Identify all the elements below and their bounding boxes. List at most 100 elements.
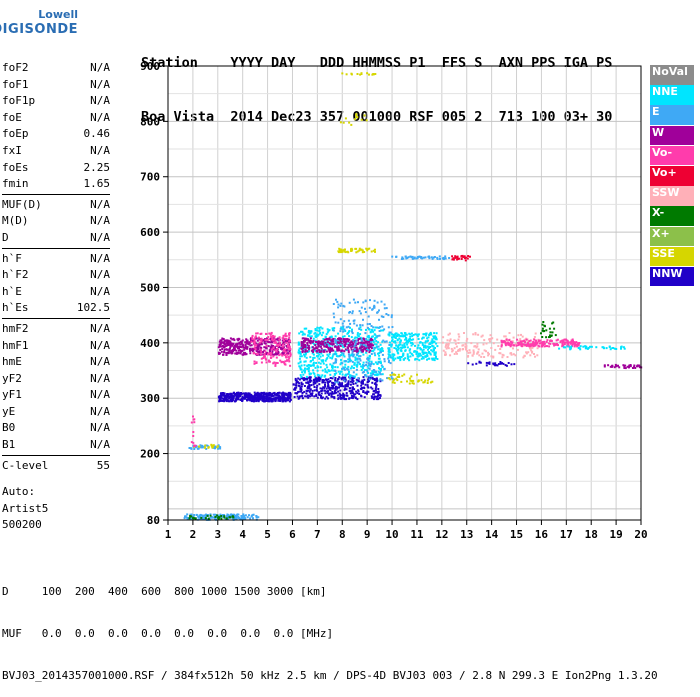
echo-point xyxy=(289,391,292,394)
echo-point xyxy=(225,517,228,520)
echo-point xyxy=(360,365,363,368)
auto-version: 500200 xyxy=(2,518,42,531)
echo-point xyxy=(264,353,267,355)
echo-point xyxy=(258,392,261,395)
echo-point xyxy=(365,328,367,331)
echo-point xyxy=(259,348,262,351)
echo-point xyxy=(275,393,278,396)
echo-point xyxy=(252,400,255,403)
echo-point xyxy=(609,365,612,368)
echo-point xyxy=(378,367,380,370)
echo-point xyxy=(266,399,269,402)
echo-point xyxy=(400,380,403,383)
echo-point xyxy=(478,354,481,357)
echo-point xyxy=(357,355,360,358)
echo-point xyxy=(392,355,395,358)
echo-point xyxy=(366,249,369,252)
echo-point xyxy=(373,379,376,382)
echo-point xyxy=(312,361,315,364)
echo-point xyxy=(488,361,491,364)
echo-point xyxy=(359,73,362,76)
echo-point xyxy=(346,385,349,388)
x-tick-label: 3 xyxy=(214,528,221,541)
echo-point xyxy=(406,346,409,349)
echo-point xyxy=(316,377,319,380)
echo-point xyxy=(321,360,324,363)
echo-point xyxy=(226,339,229,342)
echo-point xyxy=(472,352,475,355)
echo-point xyxy=(316,365,319,368)
echo-point xyxy=(413,256,416,259)
echo-point xyxy=(272,362,275,365)
echo-point xyxy=(380,362,382,364)
echo-point xyxy=(261,399,264,402)
echo-cluster-vo- xyxy=(451,254,471,262)
echo-point xyxy=(392,334,395,337)
echo-point xyxy=(551,322,554,325)
echo-point xyxy=(511,341,514,344)
echo-point xyxy=(186,513,189,516)
echo-point xyxy=(260,361,263,364)
echo-point xyxy=(240,350,243,353)
echo-point xyxy=(199,513,202,516)
echo-point xyxy=(303,360,306,363)
x-tick-label: 6 xyxy=(289,528,296,541)
echo-point xyxy=(383,307,386,310)
echo-point xyxy=(348,370,350,373)
echo-point xyxy=(319,331,322,334)
echo-point xyxy=(316,369,319,372)
echo-point xyxy=(307,382,310,385)
echo-point xyxy=(309,388,312,391)
echo-point xyxy=(482,343,485,346)
echo-point xyxy=(518,343,521,346)
echo-point xyxy=(414,350,417,353)
echo-point xyxy=(313,378,316,381)
param-name: M(D) xyxy=(2,214,29,228)
echo-point xyxy=(243,515,245,518)
echo-point xyxy=(347,365,350,368)
echo-point xyxy=(233,513,235,516)
echo-point xyxy=(359,359,362,362)
echo-point xyxy=(267,353,270,356)
echo-point xyxy=(275,361,278,364)
echo-point xyxy=(392,379,395,382)
echo-point xyxy=(368,323,371,325)
echo-point xyxy=(332,340,335,343)
echo-point xyxy=(318,327,321,329)
echo-point xyxy=(446,339,449,342)
echo-point xyxy=(283,350,286,353)
echo-point xyxy=(524,341,527,344)
echo-point xyxy=(265,338,268,341)
echo-point xyxy=(325,379,328,381)
echo-point xyxy=(354,346,357,349)
echo-point xyxy=(308,341,311,344)
param-value: 1.65 xyxy=(83,177,111,191)
echo-cluster-vo- xyxy=(190,415,197,448)
echo-point xyxy=(576,344,579,347)
echo-point xyxy=(310,384,313,387)
echo-point xyxy=(319,326,322,329)
echo-point xyxy=(422,381,425,384)
echo-point xyxy=(367,362,370,365)
echo-point xyxy=(288,336,291,339)
echo-point xyxy=(396,339,399,342)
echo-point xyxy=(200,446,203,449)
param-value: N/A xyxy=(90,284,110,298)
echo-point xyxy=(585,347,588,350)
echo-point xyxy=(238,342,241,345)
echo-point xyxy=(363,386,365,389)
echo-point xyxy=(347,340,350,343)
echo-point xyxy=(487,353,490,356)
echo-point xyxy=(282,334,285,337)
echo-point xyxy=(319,341,322,344)
echo-point xyxy=(611,347,614,349)
echo-point xyxy=(264,339,267,341)
echo-point xyxy=(282,353,285,356)
echo-point xyxy=(358,393,361,395)
echo-point xyxy=(304,347,307,350)
echo-point xyxy=(428,257,431,260)
echo-point xyxy=(375,343,378,346)
echo-point xyxy=(344,384,347,387)
echo-point xyxy=(240,341,243,344)
echo-point xyxy=(342,392,345,395)
